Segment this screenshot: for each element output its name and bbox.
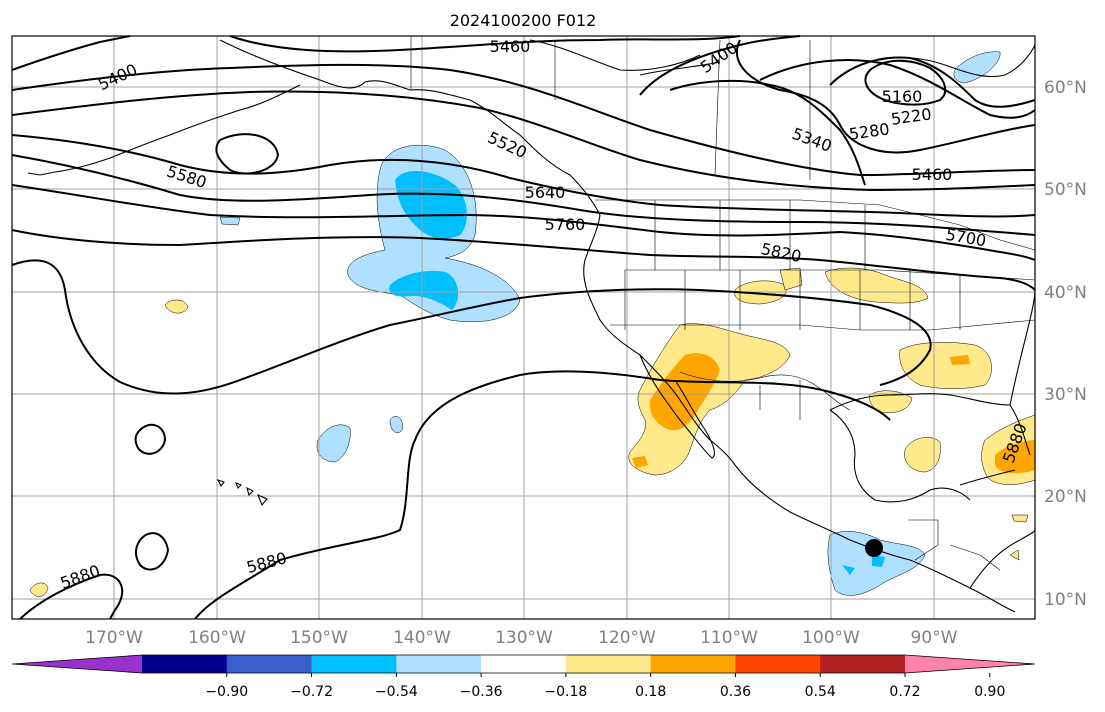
lon-label: 110°W [700,628,758,648]
contour-5460-north [229,35,741,53]
lon-label: 90°W [911,628,958,648]
lon-label: 150°W [290,628,348,648]
contour-label: 5760 [545,215,586,234]
colorbar-tick-label: −0.90 [205,684,248,700]
colorbar-tick-label: −0.18 [544,684,587,700]
negative-anomaly-region [219,216,241,226]
lat-label: 40°N [1044,283,1087,303]
colorbar-segment [311,655,397,673]
lat-label: 30°N [1044,385,1087,405]
positive-anomaly-region [1009,549,1020,561]
map-panel: 5460 5400 5400 5160 5220 5280 5340 5460 … [11,35,1036,620]
negative-anomaly-region [953,51,1001,84]
positive-anomaly-region [779,267,803,291]
colorbar-segment [820,655,906,673]
negative-anomaly-core [389,270,459,310]
lon-label: 170°W [85,628,143,648]
lon-label: 100°W [802,628,860,648]
colorbar-extension-high [905,655,1035,673]
colorbar: −0.90 −0.72 −0.54 −0.36 −0.18 0.18 0.36 0.54 0.7… [11,654,1036,700]
positive-anomaly-region [29,582,49,597]
colorbar-tick-label: 0.72 [889,684,920,700]
latitude-labels: 60°N 50°N 40°N 30°N 20°N 10°N [1044,78,1087,610]
positive-anomaly-region [1011,514,1029,523]
colorbar-segment [735,655,821,673]
contour-5880-ridge [194,370,891,620]
negative-anomaly-core [872,555,885,567]
negative-anomaly-region [316,424,351,463]
height-contours [11,35,1036,620]
lat-label: 60°N [1044,78,1087,98]
positive-anomaly-region [164,299,189,314]
colorbar-tick-label: 0.90 [974,684,1005,700]
colorbar-segment [226,655,313,673]
contour-5400-west [11,35,131,71]
anomaly-shading [29,51,1036,597]
positive-anomaly-region [904,437,941,473]
colorbar-extension-low [12,655,142,673]
colorbar-tick-label: 0.36 [720,684,751,700]
positive-anomaly-core [649,353,720,431]
lon-label: 120°W [598,628,656,648]
contour-label: 5160 [882,87,923,106]
negative-anomaly-core [395,170,467,239]
lat-label: 20°N [1044,487,1087,507]
map-frame [11,35,1036,620]
storm-center-marker [865,539,883,557]
positive-anomaly-region [824,267,929,304]
longitude-labels: 170°W 160°W 150°W 140°W 130°W 120°W 110°… [85,628,958,648]
positive-anomaly-core [950,355,970,365]
colorbar-segment [650,655,736,673]
lon-label: 160°W [188,628,246,648]
colorbar-segment [481,655,567,673]
figure-title: 2024100200 F012 [450,11,597,30]
colorbar-tick-label: 0.18 [635,684,666,700]
lon-label: 140°W [393,628,451,648]
colorbar-tick-label: 0.54 [805,684,836,700]
contour-label: 5460 [912,165,953,184]
colorbar-segment [565,655,652,673]
lat-label: 10°N [1044,590,1087,610]
positive-anomaly-region [628,323,791,476]
contour-label: 5460 [490,37,531,56]
colorbar-tick-label: −0.72 [290,684,333,700]
colorbar-outline [11,654,1036,674]
positive-anomaly-core [632,456,648,468]
positive-anomaly-core [995,440,1035,474]
contour-label: 5640 [525,183,566,202]
contour-5400-east [639,35,801,96]
positive-anomaly-region [869,390,913,414]
lat-label: 50°N [1044,180,1087,200]
colorbar-segment [396,655,482,673]
negative-anomaly-region [389,416,403,433]
negative-anomaly-core [842,565,855,575]
colorbar-segment [142,655,228,673]
positive-anomaly-region [899,342,992,389]
colorbar-tick-label: −0.36 [460,684,503,700]
colorbar-tick-label: −0.54 [375,684,418,700]
lon-label: 130°W [495,628,553,648]
